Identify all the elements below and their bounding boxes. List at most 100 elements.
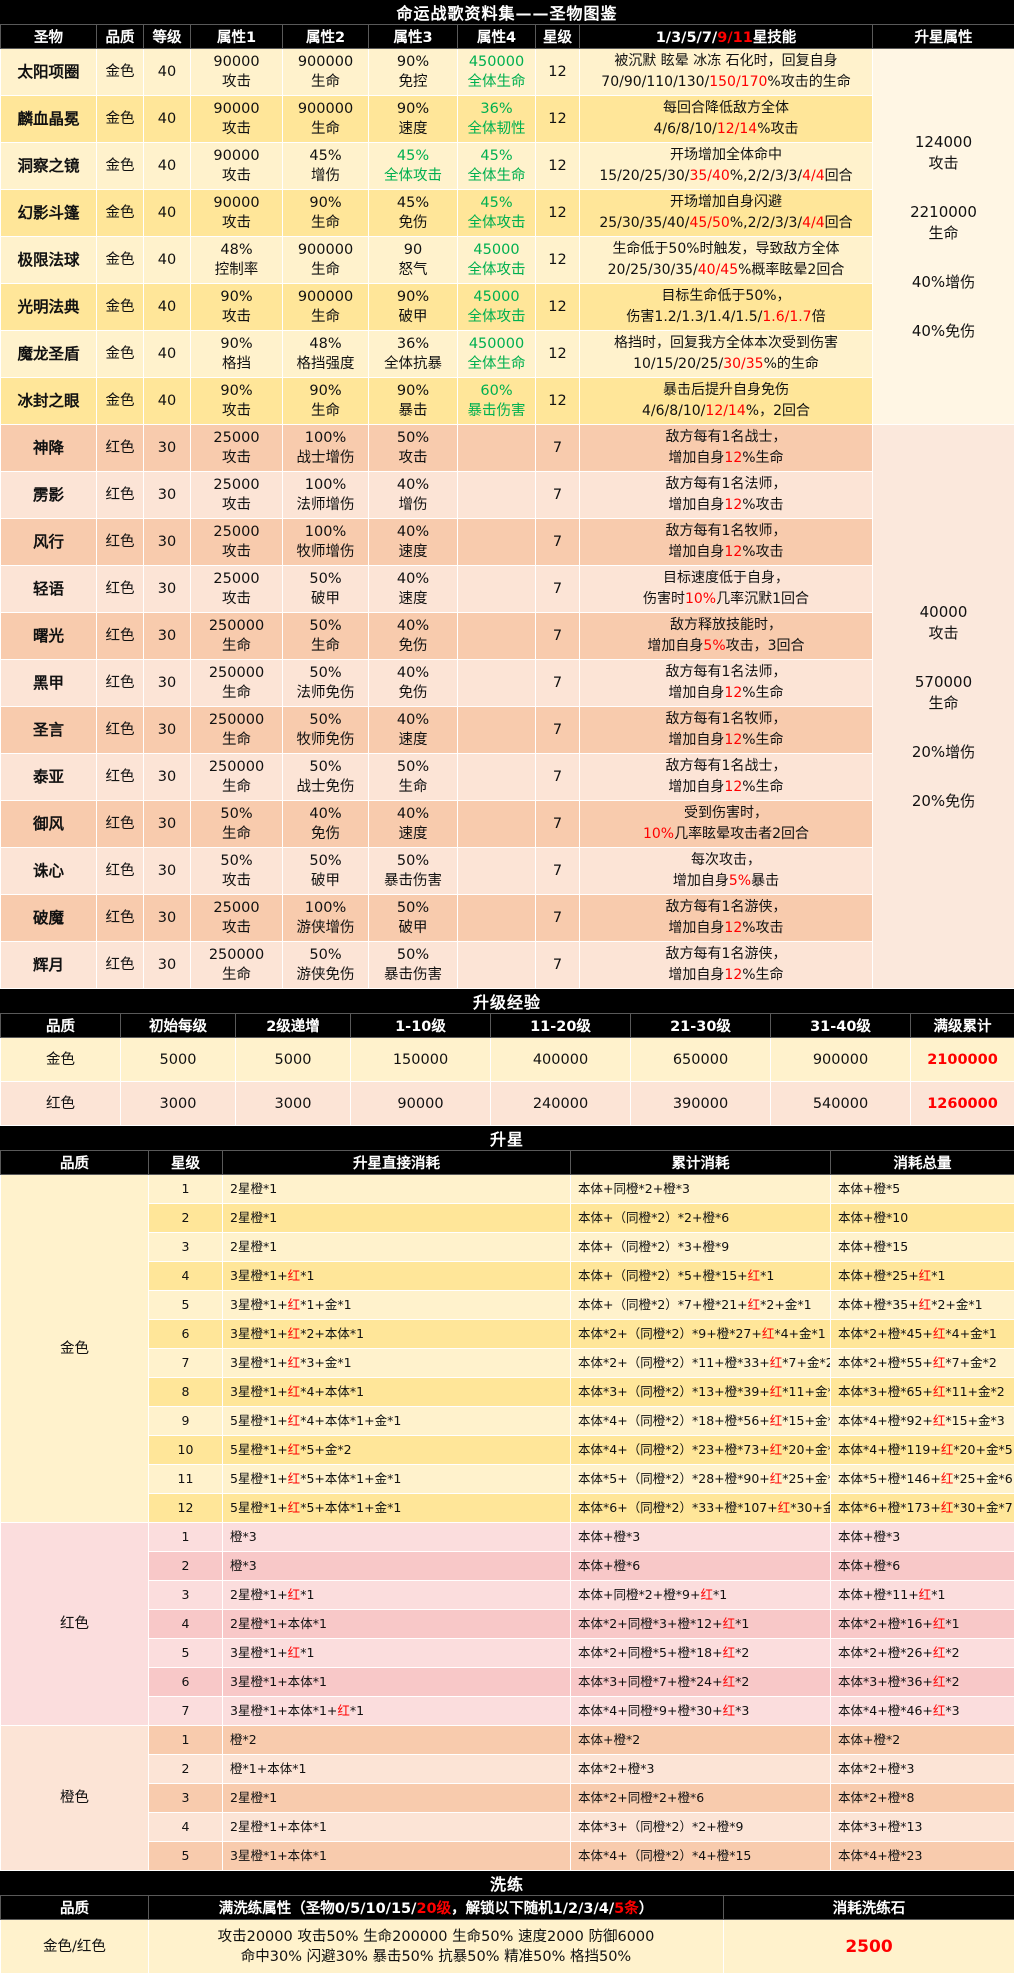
skill-line: 伤害1.2/1.3/1.4/1.5/1.6/1.7倍 [582, 307, 870, 328]
exp-row: 红色 3000 3000 90000 240000 390000 540000 1260000 [0, 1081, 1014, 1126]
relic-stars-cell: 7 [535, 894, 580, 942]
text-run: %攻击 [742, 497, 784, 513]
star-row: 3 2星橙*1 本体*2+同橙*2+橙*6 本体*2+橙*8 [1, 1783, 1014, 1813]
relic-name-cell: 麟血晶冕 [0, 95, 97, 143]
text-run: 暴击后提升自身免伤 [663, 382, 789, 398]
text-run: 20/25/30/35/ [607, 262, 698, 278]
attr-value: 250000 [208, 665, 265, 681]
relic-attr2-cell: 50% 生命 [282, 612, 369, 660]
star-row: 2 橙*3 本体+橙*6 本体+橙*6 [1, 1551, 1014, 1581]
relic-attr3-cell: 40% 速度 [368, 706, 458, 754]
attr-label: 免伤 [311, 826, 340, 842]
star-level-cell: 4 [148, 1261, 223, 1291]
star-cumulative-cost-cell: 本体*5+（同橙*2）*28+橙*90+红*25+金*6 [570, 1464, 831, 1494]
attr-label: 生命 [222, 685, 251, 701]
relic-name-cell: 神降 [0, 424, 97, 472]
attr-value: 25000 [213, 900, 260, 916]
attr-value: 50% [396, 900, 430, 916]
text-run: 敌方每有1名游侠， [665, 946, 787, 962]
star-cumulative-cost-cell: 本体+（同橙*2）*2+橙*6 [570, 1203, 831, 1233]
relic-level-cell: 40 [143, 142, 191, 190]
star-total-cost-cell: 本体+橙*6 [830, 1551, 1014, 1581]
relic-attr3-cell: 50% 暴击伤害 [368, 941, 458, 989]
attr-label: 战士增伤 [296, 450, 355, 466]
attr-label: 生命 [311, 262, 340, 278]
star-level-cell: 2 [148, 1754, 223, 1784]
star-cumulative-cost-cell: 本体*4+（同橙*2）*18+橙*56+红*15+金*3 [570, 1406, 831, 1436]
star-attr-line: 攻击 [928, 153, 959, 172]
attr-label: 攻击 [222, 121, 251, 137]
skill-line: 敌方每有1名游侠， [582, 897, 870, 918]
star-cumulative-cost-cell: 本体*4+同橙*9+橙*30+红*3 [570, 1696, 831, 1726]
relic-col-header-4: 属性1 [190, 24, 283, 49]
relic-stars-cell: 12 [535, 377, 580, 425]
text-run: 伤害时 [642, 591, 685, 607]
star-total-cost-cell: 本体*3+橙*13 [830, 1812, 1014, 1842]
star-direct-cost-cell: 2星橙*1 [222, 1232, 571, 1262]
red-material-char: 红 [769, 1442, 783, 1457]
attr-value: 45% [480, 195, 513, 211]
text-run: %攻击的生命 [767, 74, 851, 90]
attr-label: 攻击 [222, 544, 251, 560]
relic-quality-cell: 金色 [96, 189, 144, 237]
attr-label: 牧师免伤 [296, 732, 355, 748]
attr-value: 45% [396, 148, 430, 164]
relic-attr3-cell: 40% 速度 [368, 800, 458, 848]
highlighted-text: 12 [724, 685, 743, 701]
star-total-cost-cell: 本体*3+橙*65+红*11+金*2 [830, 1377, 1014, 1407]
attr-value: 40% [396, 665, 430, 681]
relic-attr4-cell: 45000 全体攻击 [457, 283, 536, 331]
attr-label: 免伤 [398, 215, 428, 231]
relic-attr3-cell: 90% 速度 [368, 95, 458, 143]
red-material-char: 红 [932, 1326, 946, 1341]
highlighted-text: 30/35 [723, 356, 764, 372]
relic-name-cell: 光明法典 [0, 283, 97, 331]
attr-value: 90% [396, 101, 430, 117]
text-run: ，解锁以下随机1/2/3/4/ [451, 1901, 615, 1917]
relic-attr3-cell: 90% 免控 [368, 48, 458, 96]
relic-skill-cell: 暴击后提升自身免伤 4/6/8/10/12/14%，2回合 [579, 377, 873, 425]
relic-skill-cell: 每回合降低敌方全体 4/6/8/10/12/14%攻击 [579, 95, 873, 143]
relic-level-cell: 40 [143, 95, 191, 143]
star-cumulative-cost-cell: 本体*2+橙*3 [570, 1754, 831, 1784]
exp-value-cell: 150000 [350, 1037, 491, 1082]
relic-attr2-cell: 50% 破甲 [282, 847, 369, 895]
attr-label: 全体攻击 [467, 215, 526, 231]
attr-value: 40% [396, 477, 430, 493]
relic-row: 幻影斗篷 金色 40 90000 攻击 90% 生命 45% 免伤 45% 全体攻击 12 开场增加自身… [0, 189, 1014, 237]
star-cumulative-cost-cell: 本体*2+（同橙*2）*9+橙*27+红*4+金*1 [570, 1319, 831, 1349]
relic-skill-cell: 格挡时，回复我方全体本次受到伤害 10/15/20/25/30/35%的生命 [579, 330, 873, 378]
relic-skill-cell: 开场增加全体命中 15/20/25/30/35/40%,2/2/3/3/4/4回合 [579, 142, 873, 190]
relic-quality-cell: 红色 [96, 894, 144, 942]
relic-level-cell: 30 [143, 847, 191, 895]
relic-name-cell: 破魔 [0, 894, 97, 942]
relic-name-cell: 圣言 [0, 706, 97, 754]
text-run: %攻击 [757, 121, 799, 137]
text-run: 星技能 [752, 30, 797, 46]
relic-attr4-cell [457, 894, 536, 942]
star-direct-cost-cell: 2星橙*1 [222, 1783, 571, 1813]
relic-name-cell: 极限法球 [0, 236, 97, 284]
exp-quality-cell: 红色 [0, 1081, 121, 1126]
star-row: 8 3星橙*1+红*4+本体*1 本体*3+（同橙*2）*13+橙*39+红*11+… [1, 1377, 1014, 1407]
text-run: 被沉默 眩晕 冰冻 石化时，回复自身 [614, 53, 838, 69]
attr-value: 90% [396, 289, 430, 305]
attr-value: 90% [396, 383, 430, 399]
relic-level-cell: 40 [143, 377, 191, 425]
text-run: 回合 [824, 168, 853, 184]
star-level-cell: 7 [148, 1348, 223, 1378]
star-row: 金色 1 2星橙*1 本体+同橙*2+橙*3 本体+橙*5 [0, 1174, 1014, 1523]
attr-label: 生命 [222, 826, 251, 842]
skill-line: 敌方释放技能时， [582, 615, 870, 636]
relic-quality-cell: 红色 [96, 706, 144, 754]
relic-attr1-cell: 250000 生命 [190, 753, 283, 801]
star-header-row: 品质 星级 升星直接消耗 累计消耗 消耗总量 [0, 1150, 1014, 1175]
attr-value: 100% [304, 477, 347, 493]
highlighted-text: 10% [642, 826, 675, 842]
text-run: 敌方每有1名牧师， [665, 711, 787, 727]
exp-value-cell: 90000 [350, 1081, 491, 1126]
relic-col-header-6: 属性3 [368, 24, 458, 49]
relic-attr3-cell: 50% 生命 [368, 753, 458, 801]
relic-attr2-cell: 900000 生命 [282, 48, 369, 96]
red-material-char: 红 [932, 1384, 946, 1399]
